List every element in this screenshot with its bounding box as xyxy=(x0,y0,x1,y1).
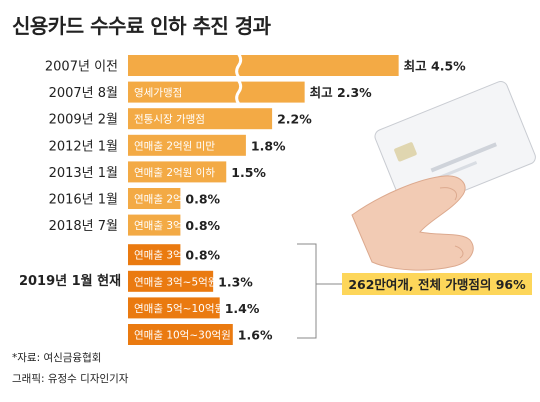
period-label: 2012년 1월 xyxy=(49,139,118,154)
bar xyxy=(128,188,181,209)
bar xyxy=(128,324,233,345)
axis-break xyxy=(235,79,243,105)
bar-category-label: 연매출 2억원 미만 xyxy=(134,140,215,152)
period-label: 2009년 2월 xyxy=(49,113,118,128)
bar xyxy=(128,55,399,76)
graphic-credit: 그래픽: 유정수 디자인기자 xyxy=(12,373,129,385)
hand-card-illustration xyxy=(351,81,536,271)
period-label: 2018년 7월 xyxy=(49,219,118,234)
bar-category-label: 전통시장 가맹점 xyxy=(134,114,205,126)
value-label: 1.4% xyxy=(225,301,260,316)
value-label: 1.8% xyxy=(251,138,286,153)
annotation-box xyxy=(342,273,532,295)
bar-category-label: 연매출 5억~10억원 xyxy=(134,303,224,315)
bar xyxy=(128,214,181,236)
period-label: 2007년 이전 xyxy=(45,60,118,75)
value-label: 0.8% xyxy=(185,218,220,233)
bar xyxy=(128,244,181,266)
bar-category-label: 영세가맹점 xyxy=(134,87,182,99)
value-label: 2.2% xyxy=(277,112,312,127)
value-label: 1.3% xyxy=(218,274,253,289)
bar xyxy=(128,134,246,156)
group-bracket xyxy=(297,243,342,339)
bar-category-label: 연매출 2억원 이하 xyxy=(134,193,215,206)
value-label: 0.8% xyxy=(185,248,220,263)
annotation-text: 262만여개, 전체 가맹점의 96% xyxy=(348,277,526,292)
value-label: 1.6% xyxy=(238,328,273,343)
value-label: 최고 4.5% xyxy=(404,59,466,74)
bar xyxy=(128,297,220,319)
axis-break xyxy=(235,53,243,78)
chart-title: 신용카드 수수료 인하 추진 경과 xyxy=(12,14,271,38)
bar-category-label: 연매출 3억~5억원 xyxy=(134,276,217,288)
value-label: 1.5% xyxy=(231,165,266,180)
group-label: 2019년 1월 현재 xyxy=(19,273,121,289)
bar xyxy=(128,81,305,103)
value-label: 0.8% xyxy=(185,192,220,207)
bar-category-label: 연매출 3억원 이하 xyxy=(134,249,215,262)
bar xyxy=(128,270,214,292)
source-note: *자료: 여신금융협회 xyxy=(12,352,102,364)
bar-category-label: 연매출 10억~30억원 xyxy=(134,330,231,342)
value-label: 최고 2.3% xyxy=(310,85,372,100)
bar xyxy=(128,161,227,183)
period-label: 2007년 8월 xyxy=(49,86,118,101)
period-label: 2013년 1월 xyxy=(49,166,118,181)
bar-category-label: 연매출 3억원 이하 xyxy=(134,219,215,232)
bar xyxy=(128,108,273,130)
bar-category-label: 연매출 2억원 이하 xyxy=(134,166,215,179)
period-label: 2016년 1월 xyxy=(49,193,118,208)
